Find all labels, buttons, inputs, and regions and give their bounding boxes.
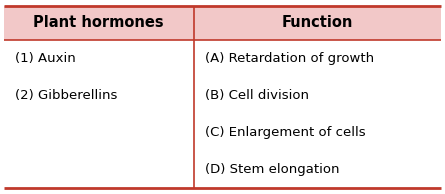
Text: Plant hormones: Plant hormones <box>33 15 164 30</box>
Text: (1) Auxin: (1) Auxin <box>15 52 76 65</box>
Text: Function: Function <box>282 15 353 30</box>
Text: (D) Stem elongation: (D) Stem elongation <box>205 163 339 176</box>
Text: (2) Gibberellins: (2) Gibberellins <box>15 89 117 102</box>
Bar <box>194 6 441 40</box>
Bar <box>4 6 194 40</box>
Text: (C) Enlargement of cells: (C) Enlargement of cells <box>205 126 365 139</box>
Text: (B) Cell division: (B) Cell division <box>205 89 309 102</box>
Text: (A) Retardation of growth: (A) Retardation of growth <box>205 52 374 65</box>
